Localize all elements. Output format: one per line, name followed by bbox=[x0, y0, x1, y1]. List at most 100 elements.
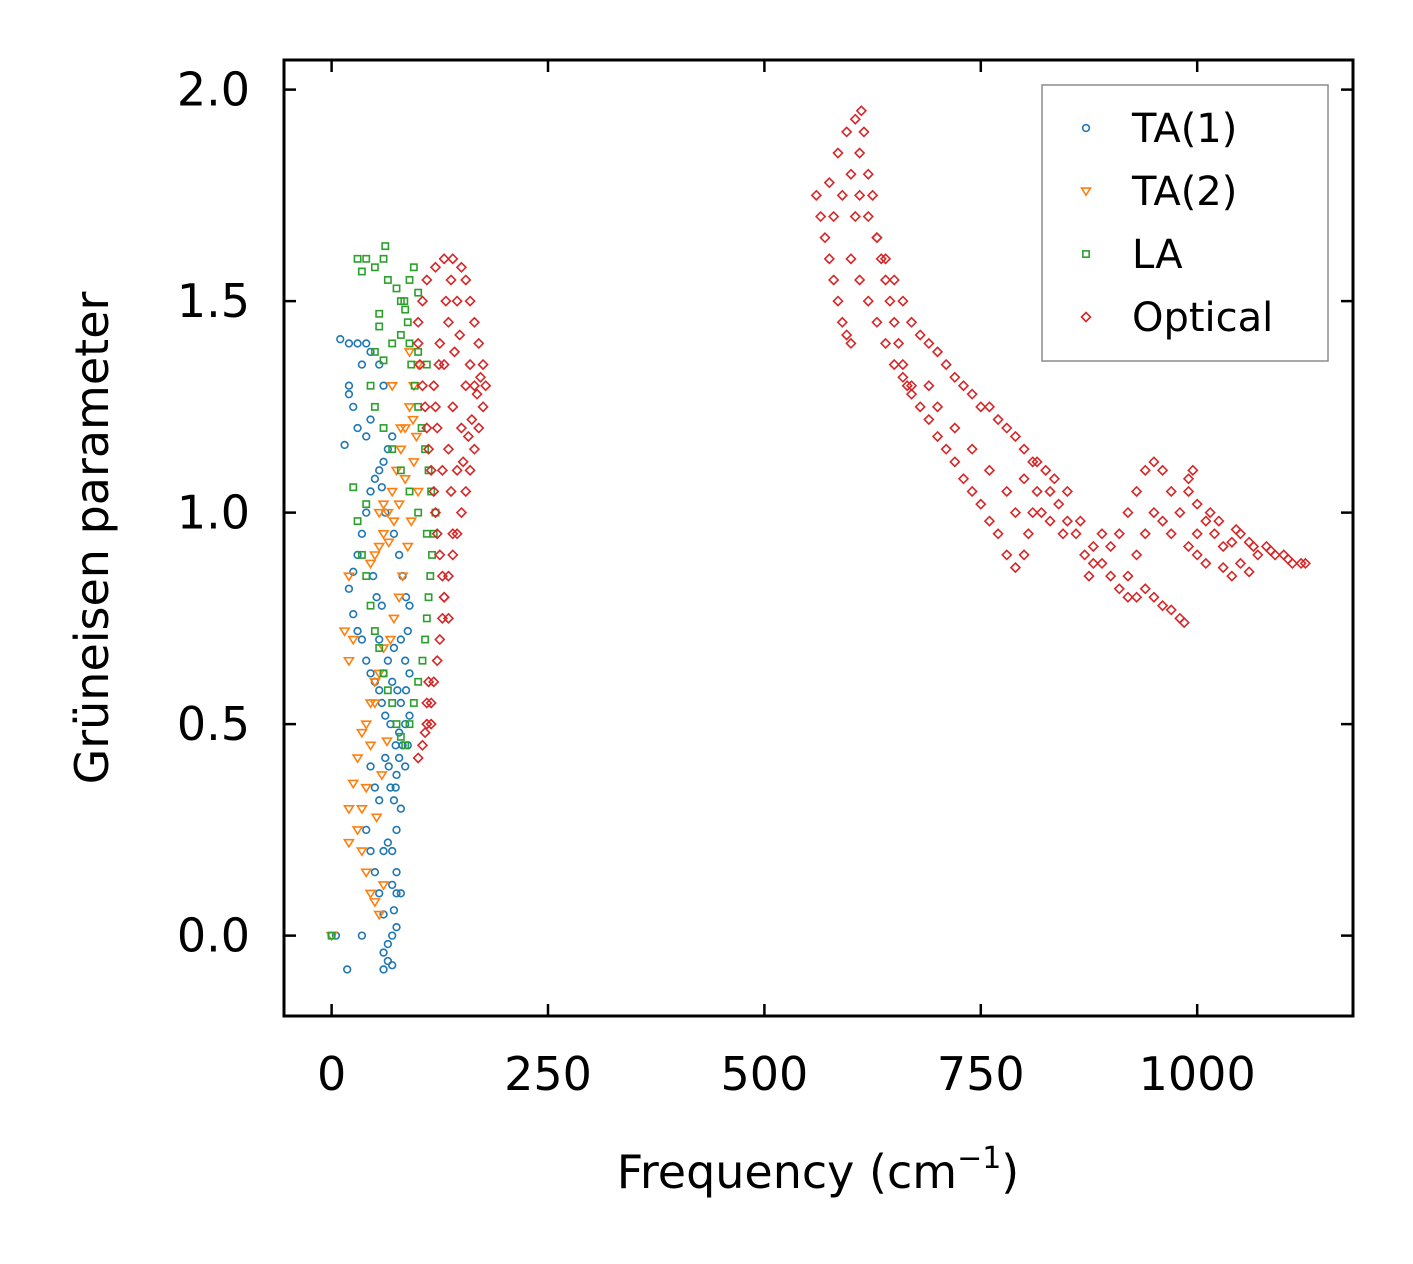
point-ta-1 bbox=[370, 474, 380, 483]
point-la bbox=[401, 305, 410, 314]
point-optical bbox=[975, 498, 987, 510]
legend-marker-ta-2 bbox=[1080, 187, 1092, 197]
point-ta-1 bbox=[381, 753, 390, 763]
point-optical bbox=[442, 570, 455, 582]
point-optical bbox=[1079, 549, 1091, 561]
point-optical bbox=[1001, 549, 1013, 561]
x-tick-label: 1000 bbox=[1139, 1047, 1256, 1101]
point-ta-1 bbox=[383, 838, 393, 847]
series-optical bbox=[412, 105, 1312, 764]
legend-marker-ta-1 bbox=[1081, 123, 1091, 133]
point-optical bbox=[434, 633, 446, 646]
point-optical bbox=[1001, 422, 1013, 434]
point-optical bbox=[1070, 528, 1082, 540]
point-la bbox=[366, 381, 375, 390]
point-ta-1 bbox=[370, 868, 380, 877]
point-ta-1 bbox=[392, 922, 401, 932]
point-optical bbox=[1018, 473, 1030, 485]
point-ta-2 bbox=[390, 466, 403, 477]
point-ta-1 bbox=[353, 423, 362, 433]
point-optical bbox=[460, 380, 472, 392]
point-la bbox=[414, 508, 423, 517]
point-ta-1 bbox=[389, 906, 399, 915]
point-ta-2 bbox=[403, 403, 416, 413]
point-optical bbox=[940, 443, 952, 455]
point-ta-2 bbox=[407, 458, 420, 468]
point-ta-1 bbox=[379, 457, 388, 467]
point-optical bbox=[810, 189, 822, 201]
point-la bbox=[427, 487, 436, 496]
point-optical bbox=[1217, 561, 1229, 574]
point-optical bbox=[845, 253, 857, 265]
point-optical bbox=[836, 189, 848, 201]
point-optical bbox=[1105, 570, 1117, 582]
point-optical bbox=[1009, 430, 1022, 443]
point-ta-1 bbox=[379, 381, 388, 390]
point-optical bbox=[871, 316, 883, 328]
point-optical bbox=[1113, 528, 1125, 540]
plot-frame bbox=[282, 58, 1355, 1018]
point-optical bbox=[460, 274, 472, 286]
point-optical bbox=[1299, 557, 1312, 570]
point-la bbox=[405, 487, 414, 496]
point-ta-2 bbox=[338, 627, 351, 637]
point-ta-1 bbox=[401, 686, 411, 695]
point-optical bbox=[480, 380, 492, 392]
legend: TA(1) TA(2) LA Optical bbox=[1041, 84, 1329, 362]
point-ta-2 bbox=[373, 542, 386, 553]
point-ta-2 bbox=[351, 754, 364, 764]
point-ta-1 bbox=[391, 741, 400, 750]
point-optical bbox=[855, 105, 867, 117]
point-optical bbox=[434, 337, 446, 350]
legend-label-ta-2: TA(2) bbox=[1131, 169, 1237, 215]
point-optical bbox=[888, 358, 900, 371]
point-optical bbox=[431, 528, 443, 540]
point-ta-2 bbox=[360, 868, 373, 878]
point-optical bbox=[462, 430, 475, 443]
y-tick-label: 1.5 bbox=[177, 274, 250, 328]
point-optical bbox=[1122, 570, 1134, 582]
point-optical bbox=[412, 316, 424, 328]
point-optical bbox=[1083, 570, 1095, 582]
point-optical bbox=[823, 253, 835, 265]
point-optical bbox=[1191, 528, 1203, 540]
point-optical bbox=[1009, 561, 1022, 574]
point-ta-2 bbox=[360, 720, 373, 730]
point-ta-1 bbox=[362, 508, 371, 517]
point-ta-2 bbox=[394, 445, 407, 455]
point-optical bbox=[447, 549, 459, 561]
point-optical bbox=[815, 210, 827, 223]
point-la bbox=[375, 309, 384, 318]
point-optical bbox=[1295, 557, 1307, 570]
point-ta-2 bbox=[384, 635, 397, 646]
point-la bbox=[405, 720, 414, 729]
point-optical bbox=[849, 113, 861, 125]
point-ta-1 bbox=[344, 584, 354, 593]
point-ta-1 bbox=[394, 753, 404, 763]
point-optical bbox=[966, 485, 978, 498]
point-ta-1 bbox=[353, 626, 362, 636]
point-ta-2 bbox=[412, 487, 425, 498]
point-la bbox=[370, 627, 379, 636]
point-ta-2 bbox=[381, 737, 393, 747]
point-la bbox=[396, 331, 405, 339]
point-optical bbox=[464, 464, 476, 476]
point-optical bbox=[1087, 540, 1099, 553]
point-ta-1 bbox=[392, 889, 401, 898]
point-optical bbox=[436, 464, 449, 476]
point-optical bbox=[966, 388, 978, 400]
point-optical bbox=[914, 401, 926, 413]
point-optical bbox=[1027, 456, 1039, 468]
point-ta-1 bbox=[349, 567, 358, 577]
point-optical bbox=[421, 718, 433, 730]
point-la bbox=[375, 322, 384, 331]
point-optical bbox=[975, 401, 987, 413]
point-optical bbox=[853, 189, 866, 201]
point-ta-2 bbox=[368, 678, 381, 688]
point-ta-2 bbox=[342, 656, 355, 667]
point-ta-2 bbox=[342, 572, 355, 582]
point-la bbox=[357, 550, 366, 559]
point-optical bbox=[905, 380, 918, 392]
legend-entry-ta-2: TA(2) bbox=[1080, 169, 1237, 215]
point-optical bbox=[466, 413, 478, 426]
